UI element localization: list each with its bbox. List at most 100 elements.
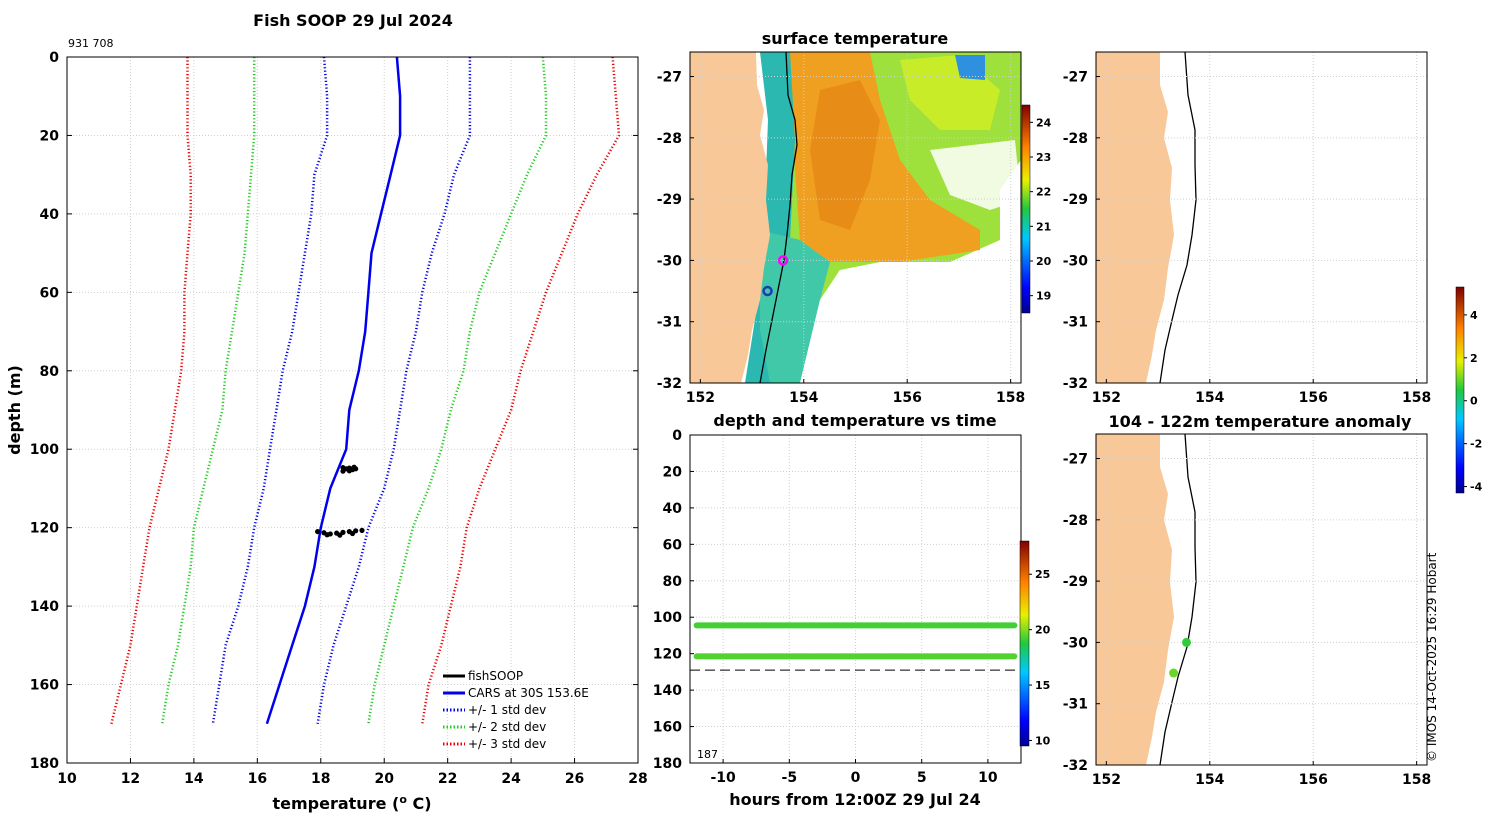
time-x-tick-label: -5 [782,770,798,786]
profile-x-label: temperature (o C) [272,793,431,813]
profile-x-tick-label: 28 [628,771,647,787]
profile-series [110,56,621,725]
profile-line--3-std-dev [421,56,621,724]
time-series-frame [689,434,1022,764]
anomaly-colorbar-tick-label: 2 [1470,352,1478,365]
anomaly-colorbar-tick-label: 4 [1470,309,1478,322]
anomaly-colorbar-tick-label: 0 [1470,395,1478,408]
blank-map-y-tick-label: -30 [1063,253,1089,269]
anomaly-colorbar [1455,286,1465,494]
time-x-tick-label: 0 [851,770,861,786]
sst-x-tick-label: 152 [686,390,715,406]
sst-map-panel: surface temperature 152 154 156 158 -27 -28 -2… [657,29,1052,406]
profile-title: Fish SOOP 29 Jul 2024 [253,11,453,30]
anomaly-map-frame [1095,433,1428,766]
blank-map-shelf-contour [1159,52,1197,383]
profile-panel: Fish SOOP 29 Jul 2024 931 708 10 12 14 16 18… [5,11,648,813]
sst-colorbar-ticks: 19 20 21 22 23 24 [1030,116,1052,303]
fishsoop-point [324,532,330,538]
profile-x-tick-label: 12 [121,771,140,787]
sst-colorbar-tick-label: 20 [1036,255,1052,268]
anomaly-map-ticks: 152 154 156 158 -27 -28 -29 -30 -31 -32 [1063,452,1432,788]
time-series-title: depth and temperature vs time [713,411,996,430]
profile-line--2-std-dev [367,56,548,724]
anomaly-point [1182,637,1192,647]
time-y-tick-label: 120 [653,647,682,663]
sst-colorbar-tick-label: 23 [1036,151,1051,164]
profile-y-tick-label: 20 [40,128,60,144]
credit-text: © IMOS 14-Oct-2025 16:29 Hobart [1425,552,1439,762]
anomaly-map-y-tick-label: -31 [1063,697,1088,713]
blank-map-x-tick-label: 152 [1092,390,1121,406]
time-series-gridlines [690,434,1021,764]
blank-map-ticks: 152 154 156 158 -27 -28 -29 -30 -31 -32 [1063,70,1432,406]
profile-y-tick-label: 100 [30,442,59,458]
sst-cloud-gap-south [800,270,1021,383]
sst-marker-ship [777,255,789,266]
sst-y-tick-label: -27 [657,70,682,86]
time-x-tick-label: -10 [710,770,736,786]
blank-map-y-tick-label: -27 [1063,70,1088,86]
profile-y-tick-label: 40 [40,207,60,223]
time-series-x-label: hours from 12:00Z 29 Jul 24 [729,790,980,809]
sst-map-frame [689,51,1022,384]
sst-field-south-cool [760,230,830,383]
sst-y-tick-label: -31 [657,315,682,331]
time-series-corner-label: 187 [697,748,718,761]
profile-y-tick-label: 0 [49,50,59,66]
anomaly-map-land [1096,434,1174,765]
blank-map-x-tick-label: 156 [1299,390,1328,406]
sst-cloud-gap-east [930,140,1021,210]
anomaly-map-x-tick-label: 154 [1195,772,1224,788]
anomaly-map-panel: 104 - 122m temperature anomaly 152 154 156… [1063,286,1483,788]
time-y-tick-label: 180 [653,756,682,772]
fishsoop-point [349,530,356,537]
fishsoop-point [315,528,321,535]
profile-legend: fishSOOP CARS at 30S 153.6E +/- 1 std de… [443,669,589,751]
blank-map-y-tick-label: -28 [1063,131,1088,147]
anomaly-colorbar-ticks: 4 2 0 -2 -4 [1464,309,1483,494]
sst-shelf-contour [759,52,798,383]
anomaly-map-title: 104 - 122m temperature anomaly [1109,412,1412,431]
time-colorbar-tick-label: 15 [1035,679,1050,692]
time-y-tick-label: 0 [672,428,682,444]
time-series-colorbar [1019,540,1030,747]
profile-gridlines [66,56,639,764]
time-y-tick-label: 160 [653,720,682,736]
sst-y-tick-label: -32 [657,376,682,392]
anomaly-map-y-tick-label: -29 [1063,574,1088,590]
sst-map-title: surface temperature [762,29,949,48]
time-series-colorbar-ticks: 10 15 20 25 [1029,568,1051,747]
profile-y-label: depth (m) [5,365,24,455]
anomaly-map-x-tick-label: 152 [1092,772,1121,788]
profile-x-tick-label: 24 [501,771,521,787]
blank-map-body [1096,52,1197,383]
anomaly-map-x-tick-label: 156 [1299,772,1328,788]
anomaly-map-y-tick-label: -30 [1063,635,1089,651]
time-series-bands [693,622,1018,660]
legend-label-fishsoop: fishSOOP [468,669,523,683]
legend-label-3std: +/- 3 std dev [468,737,546,751]
sst-x-tick-label: 154 [789,390,818,406]
anomaly-colorbar-tick-label: -2 [1470,438,1482,451]
time-y-tick-label: 60 [663,537,683,553]
sst-land-mass [690,52,770,383]
time-y-tick-label: 140 [653,683,682,699]
time-y-tick-label: 80 [663,574,683,590]
time-colorbar-tick-label: 10 [1035,734,1051,747]
sst-y-tick-label: -29 [657,192,682,208]
profile-y-tick-label: 140 [30,599,59,615]
blank-map-land [1096,52,1174,383]
profile-y-tick-label: 80 [40,364,60,380]
profile-line--1-std-dev-lower [211,56,329,725]
profile-x-ticks: 10 12 14 16 18 20 22 24 26 28 [57,758,648,787]
time-y-tick-label: 20 [663,464,683,480]
anomaly-map-y-tick-label: -27 [1063,452,1088,468]
fishsoop-point [359,527,365,534]
time-x-tick-label: 5 [917,770,927,786]
blank-map-panel: 152 154 156 158 -27 -28 -29 -30 -31 -32 [1063,51,1432,406]
blank-map-y-tick-label: -29 [1063,192,1088,208]
profile-corner-label: 931 708 [68,37,114,50]
profile-x-tick-label: 20 [374,771,394,787]
